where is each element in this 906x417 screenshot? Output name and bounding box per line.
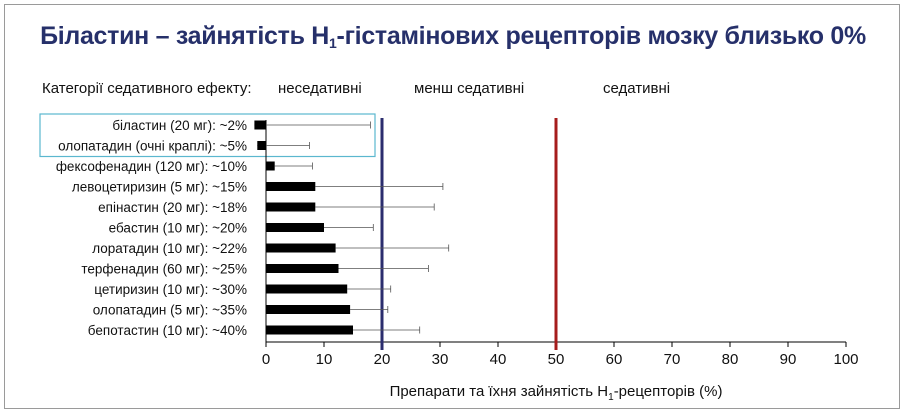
category-label: олопатадин (очні краплі): ~5%: [58, 139, 247, 154]
bar: [266, 284, 348, 294]
category-label: олопатадин (5 мг): ~35%: [93, 303, 247, 318]
bar: [266, 202, 316, 212]
bar: [266, 264, 339, 273]
x-tick-label: 60: [606, 351, 623, 368]
x-tick-label: 70: [664, 351, 681, 368]
category-label: левоцетиризин (5 мг): ~15%: [72, 180, 247, 195]
category-label: бепотастин (10 мг): ~40%: [88, 323, 247, 338]
chart-frame: [4, 4, 900, 409]
category-label: терфенадин (60 мг): ~25%: [81, 262, 247, 277]
bar: [257, 141, 266, 150]
bar: [254, 120, 266, 130]
x-tick-label: 90: [780, 351, 797, 368]
x-tick-label: 80: [722, 351, 739, 368]
category-label: лоратадин (10 мг): ~22%: [92, 241, 247, 256]
bar: [266, 305, 351, 314]
x-axis-label: Препарати та їхня зайнятість H1-рецептор…: [389, 383, 723, 403]
bar: [266, 325, 353, 335]
category-label: ебастин (10 мг): ~20%: [109, 221, 247, 236]
category-label: біластин (20 мг): ~2%: [112, 118, 247, 133]
categories-header-label: Категорії седативного ефекту:: [42, 80, 252, 97]
category-label: цетиризин (10 мг): ~30%: [94, 282, 247, 297]
x-tick-label: 0: [262, 351, 270, 368]
x-tick-label: 30: [432, 351, 449, 368]
x-tick-label: 20: [374, 351, 391, 368]
bar: [266, 223, 324, 232]
category-less-sedating: менш седативні: [414, 80, 525, 97]
x-tick-label: 50: [548, 351, 565, 368]
x-tick-label: 100: [833, 351, 858, 368]
highlight-box: [39, 113, 376, 158]
category-label: епінастин (20 мг): ~18%: [98, 200, 247, 215]
chart-title: Біластин – зайнятість H1-гістамінових ре…: [40, 22, 866, 51]
bar: [266, 182, 316, 191]
category-label: фексофенадин (120 мг): ~10%: [56, 159, 247, 174]
bar: [266, 243, 336, 253]
bar: [266, 161, 275, 171]
x-tick-label: 40: [490, 351, 507, 368]
category-sedating: седативні: [603, 80, 671, 97]
x-tick-label: 10: [316, 351, 333, 368]
category-non-sedating: неседативні: [278, 80, 362, 97]
